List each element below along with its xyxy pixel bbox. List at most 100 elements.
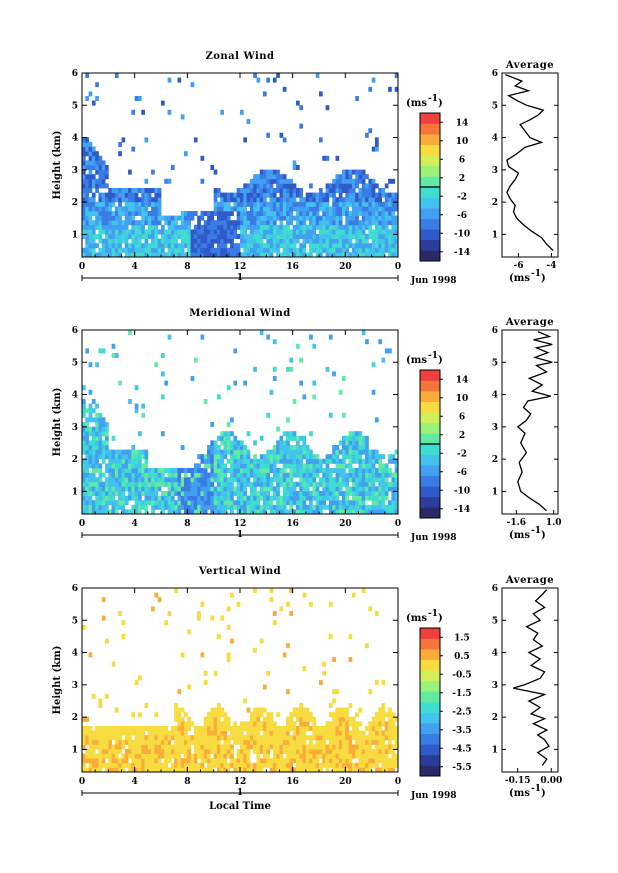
- heatmap-cell: [157, 739, 162, 745]
- heatmap-cell: [197, 468, 201, 473]
- heatmap-cell: [233, 726, 238, 731]
- heatmap-cell: [286, 491, 290, 496]
- heatmap-cell: [361, 758, 366, 764]
- heatmap-cell: [88, 229, 93, 235]
- heatmap-cell: [355, 243, 359, 249]
- heatmap-cell: [134, 211, 139, 216]
- heatmap-cell: [375, 477, 379, 483]
- heatmap-cell: [345, 234, 349, 239]
- heatmap-cell: [375, 509, 379, 515]
- heatmap-cell: [88, 206, 93, 212]
- heatmap-cell: [213, 197, 218, 203]
- heatmap-cell: [164, 243, 168, 249]
- heatmap-cell: [240, 458, 244, 464]
- heatmap-cell: [121, 458, 126, 464]
- heatmap-cell: [207, 238, 211, 244]
- heatmap-cell: [355, 252, 359, 258]
- heatmap-cell: [335, 491, 340, 496]
- heatmap-cell: [361, 234, 366, 239]
- heatmap-cell: [91, 224, 96, 230]
- heatmap-cell: [309, 744, 313, 750]
- heatmap-cell: [322, 247, 326, 253]
- heatmap-cell: [325, 721, 330, 727]
- heatmap-cell: [365, 247, 369, 253]
- heatmap-cell: [138, 481, 142, 487]
- heatmap-cell: [98, 703, 103, 708]
- heatmap-cell: [147, 753, 152, 759]
- heatmap-cell: [335, 445, 340, 450]
- colorbar-swatch: [420, 496, 440, 508]
- heatmap-cell: [217, 509, 221, 515]
- heatmap-cell: [226, 229, 231, 235]
- heatmap-cell: [141, 730, 145, 736]
- heatmap-cell: [190, 82, 195, 88]
- heatmap-cell: [368, 481, 373, 487]
- heatmap-cell: [315, 201, 320, 207]
- heatmap-cell: [388, 481, 392, 487]
- heatmap-cell: [85, 481, 89, 487]
- heatmap-cell: [279, 749, 284, 754]
- heatmap-cell: [95, 500, 99, 506]
- heatmap-cell: [348, 753, 353, 759]
- heatmap-cell: [361, 238, 366, 244]
- heatmap-cell: [187, 758, 191, 764]
- heatmap-cell: [325, 247, 330, 253]
- heatmap-cell: [210, 252, 215, 258]
- colorbar-swatch: [420, 113, 440, 124]
- heatmap-cell: [315, 220, 320, 226]
- heatmap-cell: [121, 477, 126, 483]
- heatmap-cell: [365, 504, 369, 510]
- heatmap-cell: [101, 348, 106, 354]
- heatmap-cell: [289, 758, 294, 764]
- colorbar-tick-label: 1.5: [454, 633, 470, 643]
- heatmap-cell: [302, 449, 307, 455]
- heatmap-cell: [95, 215, 99, 221]
- heatmap-cell: [121, 238, 126, 244]
- profile-unit: (ms: [509, 788, 530, 799]
- heatmap-cell: [128, 726, 132, 731]
- heatmap-cell: [246, 183, 251, 189]
- heatmap-cell: [167, 247, 172, 253]
- heatmap-cell: [82, 509, 86, 515]
- heatmap-cell: [368, 206, 373, 212]
- heatmap-cell: [253, 486, 257, 492]
- x-tick-label: 12: [234, 262, 247, 272]
- heatmap-cell: [85, 183, 89, 189]
- heatmap-cell: [131, 481, 136, 487]
- heatmap-cell: [276, 201, 280, 207]
- heatmap-cell: [88, 142, 93, 147]
- heatmap-cell: [292, 243, 297, 249]
- heatmap-cell: [167, 224, 172, 230]
- heatmap-cell: [108, 224, 112, 230]
- heatmap-cell: [144, 468, 149, 473]
- heatmap-cell: [384, 206, 389, 212]
- heatmap-cell: [177, 224, 182, 230]
- profile-y-tick-label: 2: [492, 713, 498, 723]
- colorbar-swatch: [420, 155, 440, 167]
- heatmap-cell: [85, 449, 89, 455]
- heatmap-cell: [322, 192, 326, 198]
- heatmap-cell: [355, 481, 359, 487]
- heatmap-cell: [230, 458, 234, 464]
- heatmap-cell: [302, 477, 307, 483]
- heatmap-cell: [345, 215, 349, 221]
- heatmap-cell: [114, 454, 119, 460]
- heatmap-cell: [355, 767, 359, 773]
- heatmap-cell: [98, 753, 103, 759]
- heatmap-cell: [286, 643, 290, 649]
- heatmap-cell: [375, 252, 379, 258]
- profile-y-tick-label: 4: [492, 134, 498, 144]
- heatmap-cell: [217, 201, 221, 207]
- heatmap-cell: [180, 504, 185, 510]
- heatmap-cell: [325, 726, 330, 731]
- heatmap-cell: [342, 712, 346, 718]
- heatmap-cell: [269, 220, 274, 226]
- heatmap-cell: [282, 201, 287, 207]
- heatmap-cell: [95, 82, 99, 88]
- heatmap-cell: [381, 500, 386, 506]
- heatmap-cell: [180, 730, 185, 736]
- heatmap-cell: [85, 252, 89, 258]
- heatmap-cell: [177, 504, 182, 510]
- heatmap-cell: [230, 762, 234, 768]
- heatmap-cell: [259, 758, 264, 764]
